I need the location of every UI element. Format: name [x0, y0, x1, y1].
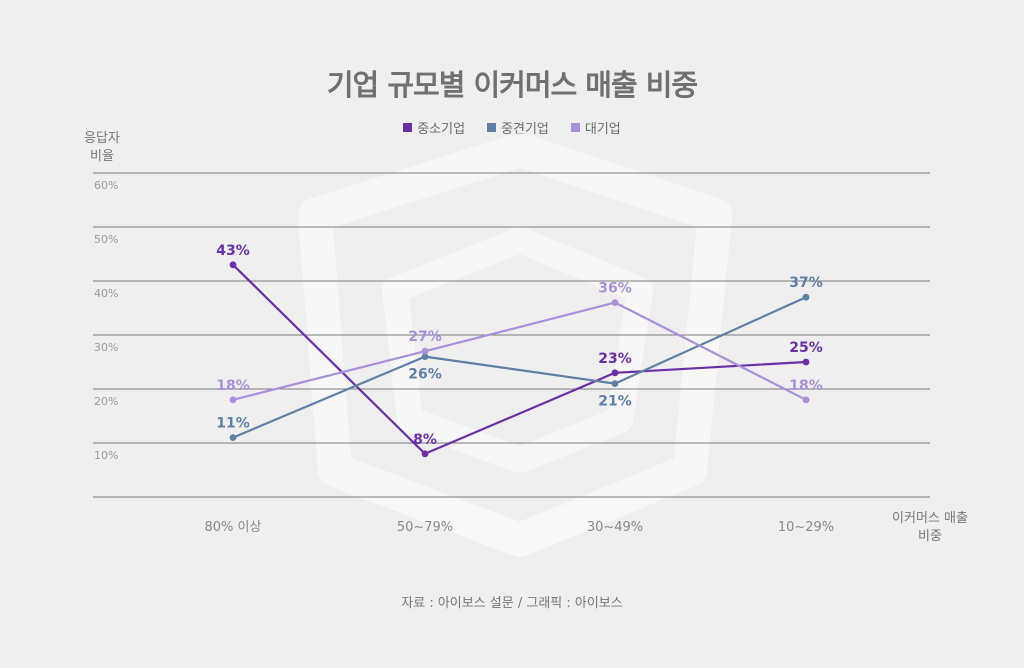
- data-label: 18%: [216, 378, 250, 394]
- data-label: 43%: [216, 243, 250, 259]
- data-label: 25%: [789, 340, 823, 356]
- legend-swatch-sme: [403, 123, 413, 132]
- x-axis-label: 이커머스 매출 비중: [892, 511, 968, 544]
- chart-title: 기업 규모별 이커머스 매출 비중: [326, 68, 698, 102]
- data-label: 18%: [789, 378, 823, 394]
- data-point: [229, 261, 237, 269]
- background-logo-shape: [298, 133, 732, 557]
- y-tick-label: 10%: [94, 449, 118, 462]
- background-logo-inner: [382, 227, 653, 473]
- data-label: 37%: [789, 275, 823, 291]
- legend-label-sme: 중소기업: [417, 122, 466, 137]
- data-label: 11%: [216, 416, 250, 432]
- y-axis-label: 응답자 비율: [84, 131, 120, 164]
- data-point: [421, 353, 429, 360]
- legend-swatch-midsize: [487, 123, 497, 132]
- y-tick-label: 20%: [94, 395, 118, 408]
- data-point: [229, 434, 237, 441]
- source-note: 자료 : 아이보스 설문 / 그래픽 : 아이보스: [401, 596, 623, 611]
- legend-swatch-large: [570, 123, 580, 132]
- background-logo-outline: [298, 133, 732, 557]
- data-point: [229, 396, 237, 404]
- x-tick-label: 50~79%: [397, 520, 453, 535]
- x-tick-label: 10~29%: [778, 520, 834, 535]
- series-line: [231, 263, 808, 455]
- data-label: 36%: [598, 281, 632, 297]
- y-tick-label: 50%: [94, 233, 118, 246]
- data-point: [802, 293, 810, 301]
- legend-label-large: 대기업: [584, 122, 621, 137]
- data-point: [611, 369, 619, 377]
- x-tick-label: 80% 이상: [205, 520, 262, 535]
- legend-item-sme: 중소기업: [403, 118, 465, 137]
- data-label: 26%: [408, 367, 442, 383]
- y-tick-label: 40%: [94, 287, 118, 300]
- legend-item-midsize: 중견기업: [487, 118, 549, 137]
- y-tick-label: 60%: [94, 179, 118, 192]
- x-tick-label: 30~49%: [587, 520, 643, 535]
- data-label: 27%: [408, 329, 442, 345]
- data-point: [421, 450, 429, 458]
- data-point: [802, 358, 810, 366]
- data-point: [611, 380, 619, 387]
- data-label: 21%: [598, 394, 632, 410]
- data-point: [421, 347, 429, 355]
- data-point: [802, 396, 810, 404]
- data-label: 8%: [413, 432, 437, 448]
- series-line: [231, 296, 808, 439]
- legend-label-midsize: 중견기업: [501, 122, 549, 137]
- legend: 중소기업 중견기업 대기업: [0, 118, 1024, 137]
- data-label: 23%: [598, 351, 632, 367]
- legend-item-large: 대기업: [570, 118, 621, 137]
- y-tick-label: 30%: [94, 341, 118, 354]
- series-line: [231, 301, 808, 401]
- data-point: [611, 299, 619, 306]
